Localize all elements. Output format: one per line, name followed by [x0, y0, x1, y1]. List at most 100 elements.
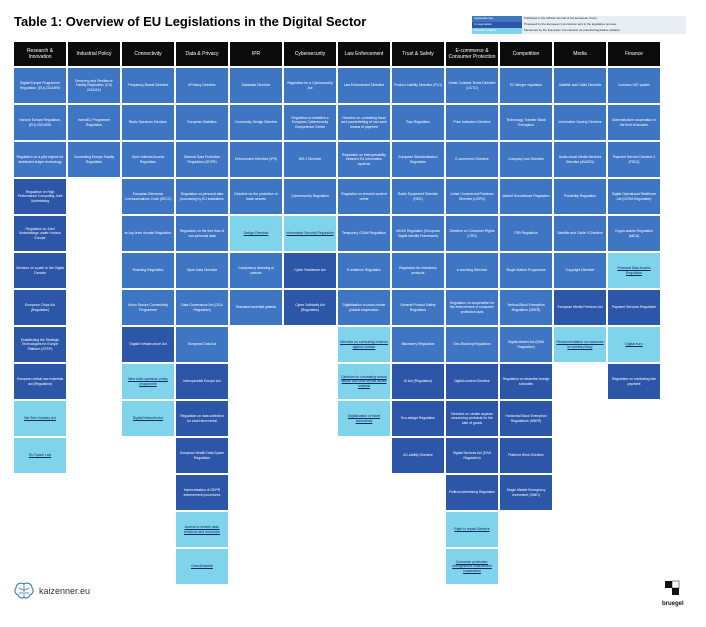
legislation-cell: European Statistics	[176, 105, 228, 140]
legislation-cell: General Data Protection Regulation (GDPR…	[176, 142, 228, 177]
legend-row: Applicable law Published in the Official …	[472, 16, 686, 22]
table-column: Satellite and Cable Directive Information…	[554, 68, 606, 362]
legislation-label: Unfair Commercial Practices Directive (U…	[450, 192, 494, 201]
legislation-cell: Market Surveillance Regulation	[500, 179, 552, 214]
legislation-label: Directive on combating fraud and counter…	[341, 115, 387, 129]
legislation-cell: Regulation for machinery products	[392, 253, 444, 288]
legislation-cell: Unfair Commercial Practices Directive (U…	[446, 179, 498, 214]
table-column: Unfair Contract Terms Directive (UCTD) Pr…	[446, 68, 498, 584]
legislation-label: Geo-Blocking Regulation	[453, 342, 491, 347]
legislation-label: Open Internet Access Regulation	[131, 155, 165, 164]
legislation-label: Price Indication Directive	[453, 120, 491, 125]
legend-row: In negotiation Proposed by the European C…	[472, 22, 686, 28]
legislation-label: Frequency Bands Directive	[127, 83, 169, 88]
legislation-cell: Compulsory licensing of patents	[230, 253, 282, 288]
legislation-cell: Regulation on the free flow of non-perso…	[176, 216, 228, 251]
legislation-label: Audio-visual Media Services Directive (A…	[558, 155, 602, 164]
legislation-cell: European Standardisation Regulation	[392, 142, 444, 177]
legislation-cell: Standard essential patents	[230, 290, 282, 325]
table-column: Law Enforcement Directive Directive on co…	[338, 68, 390, 436]
table-column: Digital Europe Programme Regulation, (EU…	[14, 68, 66, 473]
legislation-label: New radio spectrum policy programme	[128, 377, 168, 386]
legislation-cell: Administrative cooperation in the field …	[608, 105, 660, 140]
legislation-label: NIS 2 Directive	[298, 157, 322, 162]
table-column: EC Merger regulation Technology Transfer …	[500, 68, 552, 510]
legislation-label: Digital Networks Act	[132, 416, 164, 421]
column-header: Data & Privacy	[176, 42, 228, 66]
legislation-label: General Product Safety Regulation	[400, 303, 436, 312]
legislation-label: Regulation on personal data processing b…	[180, 192, 224, 201]
legislation-cell: Single Market Programme	[500, 253, 552, 288]
legislation-cell: Directive on certain aspects concerning …	[446, 401, 498, 436]
legislation-label: Interoperable Europe Act	[183, 379, 221, 384]
legislation-cell: InvestEU Programme Regulation	[68, 105, 120, 140]
legislation-label: Connecting Europe Facility Regulation	[73, 155, 115, 164]
legislation-cell: E-commerce Directive	[446, 142, 498, 177]
legislation-cell: Decision on a path to the Digital Decade	[14, 253, 66, 288]
legislation-label: Regulation on combating late payment	[612, 377, 656, 386]
legislation-label: Cyber Resilience Act	[294, 268, 326, 273]
legislation-cell: AI Act (Regulation)	[392, 364, 444, 399]
legend-key: In negotiation	[472, 22, 522, 28]
legislation-cell: Digital content Directive	[446, 364, 498, 399]
table-body: Digital Europe Programme Regulation, (EU…	[14, 68, 698, 584]
legislation-cell: Regulation on a pilot regime for distrib…	[14, 142, 66, 177]
legislation-cell: Machinery Regulation	[392, 327, 444, 362]
legislation-label: Regulation on the free flow of non-perso…	[179, 229, 225, 238]
legislation-cell: Community Design Directive	[230, 105, 282, 140]
legislation-label: Regulation for machinery products	[399, 266, 437, 275]
legislation-label: Digital euro	[625, 342, 643, 347]
column-header: Research & Innovation	[14, 42, 66, 66]
legislation-cell: Law Enforcement Directive	[338, 68, 390, 103]
legislation-label: European Health Data Space Regulation	[179, 451, 225, 460]
legislation-label: Cyber Solidarity Act (Regulation)	[295, 303, 325, 312]
legislation-label: Regulation on Joint Undertakings under H…	[18, 226, 62, 240]
legislation-label: Crypto-assets Regulation (MiCA)	[614, 229, 654, 238]
legislation-cell: New radio spectrum policy programme	[122, 364, 174, 399]
legislation-label: Political Advertising Regulation	[448, 490, 496, 495]
legislation-label: Machinery Regulation	[401, 342, 435, 347]
bruegel-label: bruegel	[662, 601, 684, 607]
legislation-label: Recovery and Resilience Facility Regulat…	[75, 78, 113, 92]
legislation-label: Enforcement Directive (IPR)	[234, 157, 278, 162]
legislation-cell: Directive on Consumer Rights (CRD)	[446, 216, 498, 251]
table-column: Recovery and Resilience Facility Regulat…	[68, 68, 120, 177]
legislation-cell: Regulation on interoperability between E…	[338, 142, 390, 177]
legislation-label: AI Act (Regulation)	[403, 379, 433, 384]
bruegel-logo: bruegel	[662, 580, 684, 607]
legislation-label: Regulation on interoperability between E…	[342, 152, 386, 166]
legislation-cell: Regulation on data collection for short-…	[176, 401, 228, 436]
legislation-label: Copyright Directive	[565, 268, 595, 273]
column-header: Cybersecurity	[284, 42, 336, 66]
legislation-cell: Access to vehicle data, functions and re…	[176, 512, 228, 547]
legislation-label: Directive for combating sexual abuse and…	[341, 374, 387, 388]
legislation-label: Community Design Directive	[234, 120, 278, 125]
legislation-cell: E-evidence Regulation	[338, 253, 390, 288]
table-column: Common VAT system Administrative cooperat…	[608, 68, 660, 399]
legislation-cell: Radio Equipment Directive (RED)	[392, 179, 444, 214]
legislation-cell: Political Advertising Regulation	[446, 475, 498, 510]
legislation-cell: Open Data Directive	[176, 253, 228, 288]
legislation-label: Technology Transfer Block Exemption	[506, 118, 546, 127]
legislation-cell: Digital Europe Programme Regulation, (EU…	[14, 68, 66, 103]
legislation-label: Compulsory licensing of patents	[238, 266, 274, 275]
legislation-cell: Roaming Regulation	[122, 253, 174, 288]
legislation-label: Cybersecurity Regulation	[291, 194, 329, 199]
legislation-label: Design Directive	[243, 231, 269, 236]
legislation-label: Information Society Directive	[558, 120, 602, 125]
kaizenner-logo: kaizenner.eu	[14, 582, 90, 600]
legislation-label: GreenData4all	[191, 564, 213, 569]
legislation-cell: Recommendation on measures to combat pir…	[554, 327, 606, 362]
bruegel-mark-icon	[664, 580, 680, 596]
table-column: Product Liability Directive (PLD) Toys Re…	[392, 68, 444, 473]
legislation-label: Directive on the protection of trade sec…	[234, 192, 278, 201]
legislation-label: Unfair Contract Terms Directive (UCTD)	[448, 81, 496, 90]
legislation-label: Union Secure Connectivity Programme	[128, 303, 168, 312]
legislation-label: Access to vehicle data, functions and re…	[184, 525, 220, 534]
legislation-label: EU Space Law	[28, 453, 52, 458]
legislation-cell: Horizon Europe Regulation, (EU) 2021/695	[14, 105, 66, 140]
table-column: Regulation for a Cybersecurity Act Regula…	[284, 68, 336, 325]
legislation-label: Gigabit Infrastructure Act	[129, 342, 167, 347]
legislation-cell: Vertical Block Exemption Regulation (VBE…	[500, 290, 552, 325]
legislation-label: Regulation on a pilot regime for distrib…	[16, 155, 64, 164]
